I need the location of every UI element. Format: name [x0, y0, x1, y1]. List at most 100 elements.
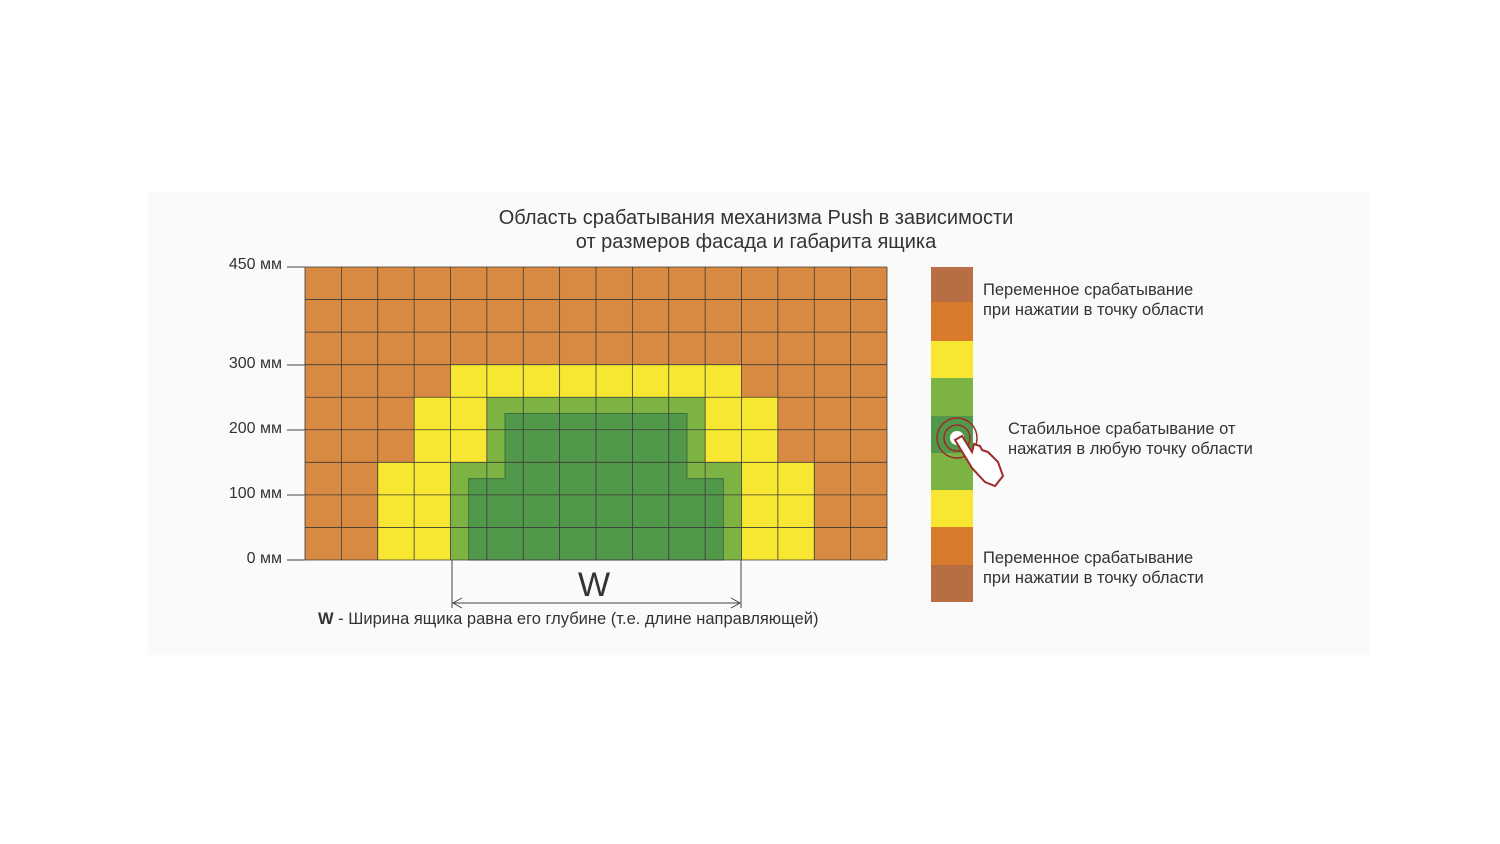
grid-cell — [305, 364, 342, 398]
tick-200: 200 мм — [228, 420, 282, 437]
grid-cell — [741, 364, 778, 398]
grid-cell — [559, 299, 596, 333]
grid-cell — [305, 462, 342, 495]
grid-cell — [414, 462, 451, 495]
grid-cell — [814, 397, 851, 430]
grid-cell — [377, 332, 415, 365]
legend-middle: Стабильное срабатывание от нажатия в любу… — [1008, 419, 1253, 459]
grid-cell — [341, 429, 378, 463]
grid-cell — [341, 364, 378, 398]
grid-cell — [777, 267, 815, 300]
grid-cell — [741, 332, 778, 365]
legend-swatch — [931, 565, 973, 602]
legend-middle-line2: нажатия в любую точку области — [1008, 440, 1253, 458]
legend-top-line2: при нажатии в точку области — [983, 301, 1204, 319]
grid-cell — [814, 332, 851, 365]
legend-swatch — [931, 302, 973, 341]
legend-bottom: Переменное срабатывание при нажатии в точ… — [983, 548, 1204, 588]
grid-cell — [777, 429, 815, 463]
grid-cell — [414, 299, 451, 333]
grid-cell — [741, 527, 778, 560]
grid-cell — [741, 397, 778, 430]
arrow-heads — [451, 597, 742, 609]
grid-cell — [305, 267, 342, 300]
grid-cell — [777, 332, 815, 365]
grid-cell — [814, 494, 851, 528]
grid-cell — [632, 267, 669, 300]
title-line1: Область срабатывания механизма Push в за… — [498, 207, 1014, 229]
legend-swatch — [931, 341, 973, 378]
grid-cell — [632, 332, 669, 365]
legend-bottom-line1: Переменное срабатывание — [983, 549, 1194, 567]
grid-cell — [777, 299, 815, 333]
grid-cell — [850, 494, 887, 528]
grid-cell — [741, 299, 778, 333]
grid-cell — [777, 462, 815, 495]
hand-icon — [953, 434, 1005, 488]
grid-cell — [705, 397, 742, 430]
grid-cell — [377, 462, 415, 495]
w-note-text: - Ширина ящика равна его глубине (т.е. д… — [333, 610, 819, 628]
grid-cell — [596, 364, 633, 398]
grid-cell — [341, 527, 378, 560]
grid-cell — [305, 332, 342, 365]
grid-cell — [850, 462, 887, 495]
grid-cell — [777, 364, 815, 398]
grid-cell — [741, 429, 778, 463]
grid-cell — [850, 267, 887, 300]
tick-450: 450 мм — [228, 256, 282, 273]
tick-0: 0 мм — [246, 550, 282, 567]
grid-cell — [668, 332, 706, 365]
grid-cell — [850, 397, 887, 430]
grid-cell — [705, 267, 742, 300]
grid-cell — [341, 397, 378, 430]
legend-swatch — [931, 378, 973, 416]
grid-cell — [414, 332, 451, 365]
grid-cell — [668, 364, 706, 398]
hand-press-icon — [936, 417, 978, 459]
legend-bottom-line2: при нажатии в точку области — [983, 569, 1204, 587]
grid-cell — [632, 364, 669, 398]
grid-cell — [559, 267, 596, 300]
grid-cell — [850, 364, 887, 398]
grid-cell — [341, 462, 378, 495]
legend-swatch — [931, 267, 973, 302]
grid-cell — [523, 364, 560, 398]
grid-cell — [414, 494, 451, 528]
grid-cell — [814, 527, 851, 560]
grid-cell — [632, 299, 669, 333]
legend-top: Переменное срабатывание при нажатии в точ… — [983, 280, 1204, 320]
grid-cell — [377, 429, 415, 463]
grid-cell — [814, 267, 851, 300]
grid-cell — [777, 494, 815, 528]
grid-cell — [850, 332, 887, 365]
grid-cell — [741, 494, 778, 528]
grid-cell — [377, 267, 415, 300]
grid-cell — [850, 429, 887, 463]
w-note: W - Ширина ящика равна его глубине (т.е.… — [318, 610, 818, 629]
grid-cell — [705, 429, 742, 463]
grid-cell — [741, 462, 778, 495]
grid-cell — [450, 397, 487, 430]
grid-cell — [486, 299, 524, 333]
grid-cell — [486, 267, 524, 300]
grid-cell — [414, 527, 451, 560]
grid-cell — [377, 494, 415, 528]
title-line2: от размеров фасада и габарита ящика — [575, 231, 937, 253]
legend-swatch — [931, 527, 973, 565]
grid-cell — [305, 299, 342, 333]
grid-cell — [305, 527, 342, 560]
grid-cell — [523, 267, 560, 300]
grid-cell — [486, 364, 524, 398]
grid-cell — [341, 332, 378, 365]
grid-cell — [705, 299, 742, 333]
grid-cell — [814, 462, 851, 495]
grid-cell — [596, 267, 633, 300]
w-note-bold: W — [318, 610, 334, 628]
grid-cell — [486, 332, 524, 365]
grid-cell — [414, 397, 451, 430]
grid-cell — [523, 332, 560, 365]
grid-cell — [450, 429, 487, 463]
grid-cell — [777, 527, 815, 560]
